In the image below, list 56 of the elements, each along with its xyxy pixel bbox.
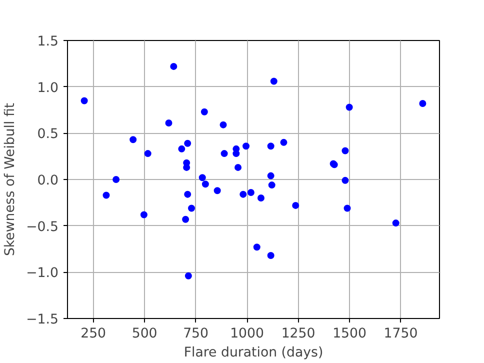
- point: [184, 190, 192, 198]
- x-tick-label: 1500: [332, 326, 366, 342]
- point: [392, 220, 400, 227]
- point: [232, 150, 240, 158]
- point: [342, 147, 349, 154]
- point: [102, 192, 110, 199]
- point: [200, 108, 208, 116]
- point: [202, 180, 209, 188]
- point: [267, 142, 274, 150]
- x-tick-label: 750: [183, 326, 209, 342]
- y-tick-label: −0.5: [26, 220, 59, 235]
- x-tick-label: 1750: [384, 326, 418, 342]
- point: [130, 136, 137, 144]
- point: [267, 252, 274, 259]
- y-tick-label: 1.0: [37, 80, 59, 96]
- point: [220, 150, 228, 158]
- x-tick-label: 1250: [281, 326, 316, 342]
- point: [344, 204, 351, 212]
- point: [292, 202, 300, 209]
- point: [346, 104, 353, 111]
- point: [188, 204, 195, 212]
- point: [268, 182, 276, 189]
- point: [112, 176, 120, 183]
- y-tick-label: 1.5: [37, 34, 59, 50]
- x-tick-label: 500: [132, 326, 158, 342]
- y-tick-label: 0.5: [37, 127, 59, 142]
- y-tick-label: 0.0: [37, 174, 59, 188]
- point: [184, 140, 192, 147]
- point: [419, 100, 426, 108]
- point: [240, 190, 247, 198]
- y-tick-label: −1.5: [26, 312, 59, 328]
- point: [220, 121, 227, 128]
- x-tick-label: 250: [80, 326, 106, 342]
- point: [257, 194, 264, 202]
- point: [165, 119, 172, 126]
- point: [267, 172, 274, 180]
- point: [140, 211, 148, 218]
- point: [280, 138, 288, 146]
- point: [270, 78, 278, 85]
- point: [214, 187, 221, 194]
- point: [170, 62, 178, 70]
- point: [247, 188, 254, 196]
- x-tick-label: 1000: [230, 326, 264, 342]
- point: [342, 176, 349, 184]
- point: [234, 164, 242, 171]
- point: [184, 272, 192, 280]
- point: [182, 216, 190, 223]
- point: [80, 97, 88, 104]
- point: [178, 145, 186, 152]
- point: [198, 174, 206, 182]
- x-axis-title: Flare duration (days): [184, 346, 324, 360]
- y-axis-title: Skewness of Weibull fit: [3, 102, 18, 256]
- point: [144, 150, 152, 158]
- y-tick-label: −1.0: [26, 266, 59, 282]
- point: [253, 244, 260, 251]
- point: [242, 142, 250, 150]
